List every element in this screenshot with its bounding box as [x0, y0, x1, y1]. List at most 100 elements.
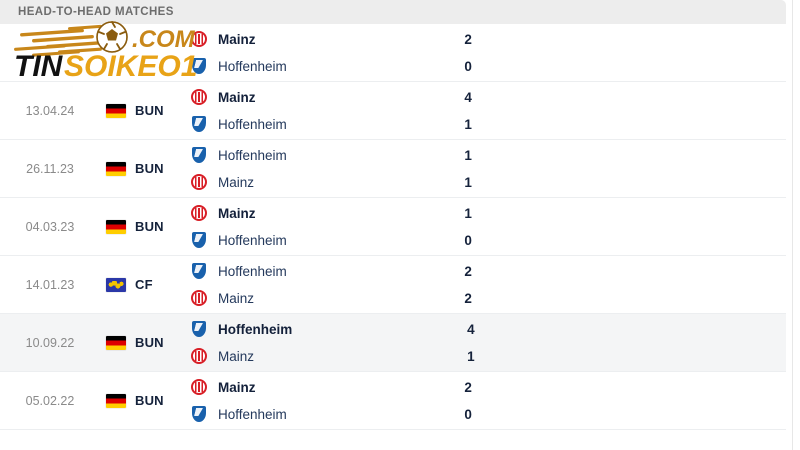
competition-label: CF: [135, 277, 153, 292]
team-name: Hoffenheim: [218, 263, 287, 279]
team-line-away[interactable]: Mainz: [190, 289, 446, 308]
team-name: Mainz: [218, 348, 255, 364]
hoffenheim-crest-icon: [190, 115, 208, 133]
team-name: Mainz: [218, 379, 256, 395]
row-spacer: [626, 198, 786, 255]
competition-label: BUN: [135, 161, 164, 176]
competition-cell[interactable]: BUN: [100, 198, 178, 255]
teams-cell: Hoffenheim Mainz: [178, 256, 446, 313]
mainz-crest-icon: [190, 173, 208, 191]
competition-label: BUN: [135, 335, 164, 350]
row-spacer: [626, 24, 786, 81]
team-line-away[interactable]: Hoffenheim: [190, 231, 446, 250]
team-line-home[interactable]: Mainz: [190, 88, 446, 107]
team-line-home[interactable]: Mainz: [190, 30, 446, 49]
team-line-home[interactable]: Hoffenheim: [190, 262, 446, 281]
team-name: Hoffenheim: [218, 116, 287, 132]
match-list: Mainz Hoffenheim 2 0 13.04.24 BUN Mainz Hoffenh…: [0, 24, 786, 450]
match-date: [0, 24, 100, 81]
team-name: Mainz: [218, 174, 255, 190]
team-line-home[interactable]: Mainz: [190, 204, 446, 223]
germany-flag: [106, 335, 126, 350]
score-away: 2: [464, 290, 472, 306]
team-name: Hoffenheim: [218, 232, 287, 248]
score-cell: 0: [446, 430, 626, 450]
team-line-home[interactable]: Hoffenheim: [190, 320, 449, 339]
teams-cell: Mainz Hoffenheim: [178, 82, 446, 139]
hoffenheim-crest-icon: [190, 320, 208, 338]
mainz-crest-icon: [190, 30, 208, 48]
competition-cell[interactable]: BUN: [100, 82, 178, 139]
team-name: Hoffenheim: [218, 147, 287, 163]
match-date: 04.03.23: [25, 219, 75, 234]
mainz-crest-icon: [190, 88, 208, 106]
row-spacer: [626, 372, 786, 429]
team-name: Hoffenheim: [218, 406, 287, 422]
team-name: Mainz: [218, 205, 256, 221]
team-line-away[interactable]: Hoffenheim: [190, 115, 446, 134]
score-away: 0: [464, 406, 472, 422]
competition-label: BUN: [135, 219, 164, 234]
competition-cell[interactable]: [100, 24, 178, 81]
germany-flag: [106, 219, 126, 234]
team-line-away[interactable]: Hoffenheim: [190, 405, 446, 424]
page-divider: [792, 0, 793, 450]
hoffenheim-crest-icon: [190, 146, 208, 164]
score-home: 1: [464, 147, 472, 163]
team-line-home[interactable]: Mainz: [190, 378, 446, 397]
team-name: Mainz: [218, 31, 256, 47]
match-date: 05.02.22: [25, 393, 75, 408]
score-home: 1: [464, 205, 472, 221]
mainz-crest-icon: [190, 204, 208, 222]
germany-flag: [106, 103, 126, 118]
match-date: 10.09.22: [25, 335, 75, 350]
table-row[interactable]: 10.09.22 BUN Hoffenheim Mainz 4 1: [0, 314, 786, 372]
hoffenheim-crest-icon: [190, 405, 208, 423]
hoffenheim-crest-icon: [190, 231, 208, 249]
competition-cell[interactable]: BUN: [100, 314, 178, 371]
world-flag: [106, 277, 126, 292]
match-date: 13.04.24: [25, 103, 75, 118]
mainz-crest-icon: [190, 378, 208, 396]
row-spacer: [629, 314, 786, 371]
row-spacer: [626, 430, 786, 450]
table-row[interactable]: 13.04.24 BUN Mainz Hoffenheim 4 1: [0, 82, 786, 140]
competition-cell[interactable]: [100, 430, 178, 450]
table-row[interactable]: 14.01.23 CF Hoffenheim Mainz 2 2: [0, 256, 786, 314]
table-row[interactable]: 05.02.22 BUN Mainz Hoffenheim 2 0: [0, 372, 786, 430]
mainz-crest-icon: [190, 289, 208, 307]
team-line-away[interactable]: Mainz: [190, 173, 446, 192]
score-home: 2: [464, 31, 472, 47]
teams-cell: Mainz Hoffenheim: [178, 24, 446, 81]
competition-cell[interactable]: CF: [100, 256, 178, 313]
teams-cell: Mainz Hoffenheim: [178, 198, 446, 255]
hoffenheim-crest-icon: [190, 57, 208, 75]
competition-cell[interactable]: BUN: [100, 140, 178, 197]
row-spacer: [626, 140, 786, 197]
table-row[interactable]: Mainz Hoffenheim 2 0: [0, 24, 786, 82]
table-row[interactable]: 26.11.23 BUN Hoffenheim Mainz 1 1: [0, 140, 786, 198]
match-date: 14.01.23: [25, 277, 75, 292]
table-row[interactable]: 04.03.23 BUN Mainz Hoffenheim 1 0: [0, 198, 786, 256]
teams-cell: Hoffenheim: [178, 430, 446, 450]
teams-cell: Hoffenheim Mainz: [178, 140, 446, 197]
competition-label: BUN: [135, 103, 164, 118]
team-line-away[interactable]: Hoffenheim: [190, 57, 446, 76]
team-line-away[interactable]: Mainz: [190, 347, 449, 366]
germany-flag: [106, 161, 126, 176]
score-away: 0: [464, 58, 472, 74]
score-away: 1: [464, 116, 472, 132]
team-line-home[interactable]: Hoffenheim: [190, 146, 446, 165]
competition-cell[interactable]: BUN: [100, 372, 178, 429]
table-row[interactable]: Hoffenheim0: [0, 430, 786, 450]
score-home: 4: [467, 321, 475, 337]
hoffenheim-crest-icon: [190, 262, 208, 280]
team-name: Hoffenheim: [218, 321, 293, 337]
germany-flag: [106, 393, 126, 408]
